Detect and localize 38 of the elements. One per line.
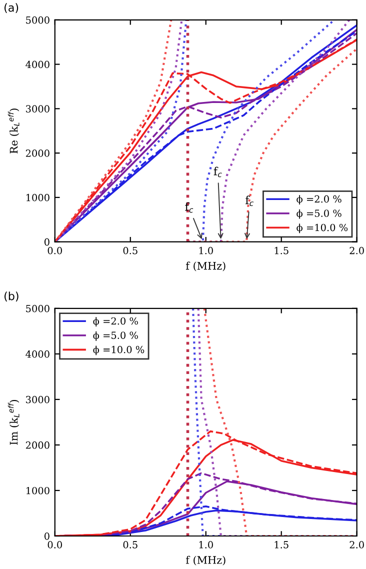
y-axis-title: Re (k$_{L}$$^{eff}$) xyxy=(8,108,20,154)
y-tick-label: 4000 xyxy=(26,350,50,358)
y-tick-label: 5000 xyxy=(26,304,50,312)
y-tick-label: 3000 xyxy=(26,396,50,404)
y-axis-title: Im (k$_{L}$$^{eff}$) xyxy=(8,400,20,445)
legend-label: ϕ =10.0 % xyxy=(296,224,348,234)
legend-label: ϕ =5.0 % xyxy=(296,209,342,219)
x-axis-title: f (MHz) xyxy=(186,556,226,566)
x-tick-label: 2.0 xyxy=(350,541,364,548)
y-tick-label: 0 xyxy=(44,238,50,246)
x-tick-label: 1.5 xyxy=(274,246,288,254)
line-series xyxy=(186,48,357,242)
x-tick-label: 0.5 xyxy=(123,541,138,548)
x-tick-label: 1.0 xyxy=(199,246,213,254)
annotation: f$_{c}$ xyxy=(214,166,222,178)
x-tick-label: 1.5 xyxy=(274,541,288,548)
legend-label: ϕ =5.0 % xyxy=(93,331,138,341)
x-tick-label: 0.5 xyxy=(123,246,138,254)
y-tick-label: 2000 xyxy=(26,441,50,449)
x-tick-label: 0.0 xyxy=(48,246,62,254)
legend-label: ϕ =2.0 % xyxy=(296,195,342,205)
chart-title: (b) xyxy=(4,292,18,302)
y-tick-label: 0 xyxy=(44,532,50,540)
x-axis-title: f (MHz) xyxy=(186,262,226,272)
y-tick-label: 3000 xyxy=(26,105,50,113)
y-tick-label: 5000 xyxy=(26,16,50,24)
legend-label: ϕ =10.0 % xyxy=(93,346,144,356)
y-tick-label: 1000 xyxy=(26,486,50,494)
annotation: f$_{c}$ xyxy=(246,196,254,206)
y-tick-label: 1000 xyxy=(26,194,50,202)
y-tick-label: 2000 xyxy=(26,150,50,157)
x-tick-label: 1.0 xyxy=(199,541,213,548)
y-tick-label: 4000 xyxy=(26,60,50,68)
chart-title: (a) xyxy=(4,3,18,14)
annotation: f$_{c}$ xyxy=(185,202,194,213)
legend-label: ϕ =2.0 % xyxy=(93,317,138,327)
x-tick-label: 0.0 xyxy=(48,541,62,548)
x-tick-label: 2.0 xyxy=(350,246,364,254)
